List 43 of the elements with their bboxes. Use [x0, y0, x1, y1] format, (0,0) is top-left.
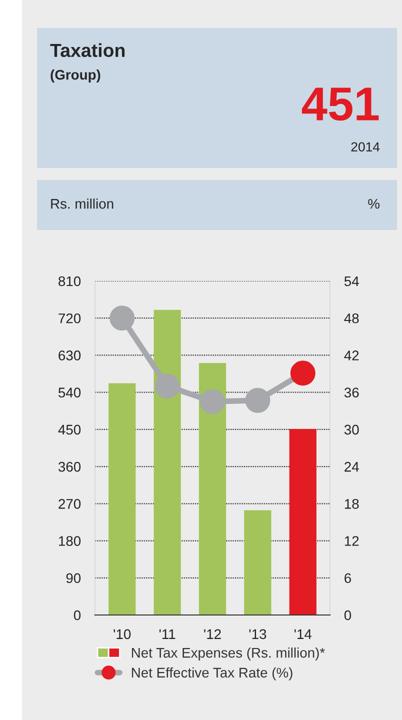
bar — [244, 510, 272, 615]
y-tick-label: 810 — [58, 276, 81, 286]
y2-tick-label: 36 — [344, 388, 359, 398]
y-tick-label: 270 — [58, 499, 81, 509]
text: 2014 — [351, 142, 380, 152]
y-tick-label: 630 — [58, 350, 81, 360]
x-tick-label: '11 — [159, 629, 176, 639]
bar — [108, 383, 136, 615]
legend-label: Net Tax Expenses (Rs. million)* — [132, 648, 325, 660]
y2-axis-title: % — [368, 198, 380, 209]
y-tick-label: 540 — [58, 388, 81, 398]
point — [110, 306, 135, 331]
text: 451 — [302, 88, 379, 121]
point — [200, 389, 225, 414]
y-tick-label: 360 — [58, 462, 81, 472]
y2-tick-label: 12 — [344, 536, 359, 546]
x-tick-label: '12 — [204, 629, 221, 639]
y2-tick-label: 6 — [344, 573, 352, 584]
y-tick-label: 0 — [74, 610, 81, 620]
y2-tick-label: 42 — [344, 350, 359, 360]
y2-tick-label: 54 — [344, 276, 359, 286]
chart-subtitle: (Group) — [50, 70, 100, 82]
x-tick-label: '13 — [249, 629, 266, 640]
bar — [154, 310, 181, 615]
y2-tick-label: 48 — [344, 313, 359, 324]
y-tick-label: 90 — [66, 573, 81, 584]
y-tick-label: 720 — [58, 313, 81, 324]
legend-label: Net Effective Tax Rate (%) — [132, 667, 292, 680]
point — [245, 388, 270, 413]
y-tick-label: 180 — [59, 536, 81, 546]
y2-tick-label: 0 — [344, 610, 352, 620]
y2-tick-label: 24 — [344, 462, 359, 472]
point — [290, 360, 316, 386]
point — [154, 374, 180, 399]
chart-title: Taxation — [50, 43, 125, 58]
y-tick-label: 450 — [58, 424, 81, 435]
bar — [198, 363, 226, 615]
y2-tick-label: 18 — [344, 499, 359, 509]
y-axis-title: Rs. million — [51, 198, 114, 209]
bar — [289, 429, 316, 615]
x-tick-label: '14 — [294, 629, 312, 639]
x-tick-label: '10 — [114, 629, 131, 640]
y2-tick-label: 30 — [344, 424, 359, 435]
